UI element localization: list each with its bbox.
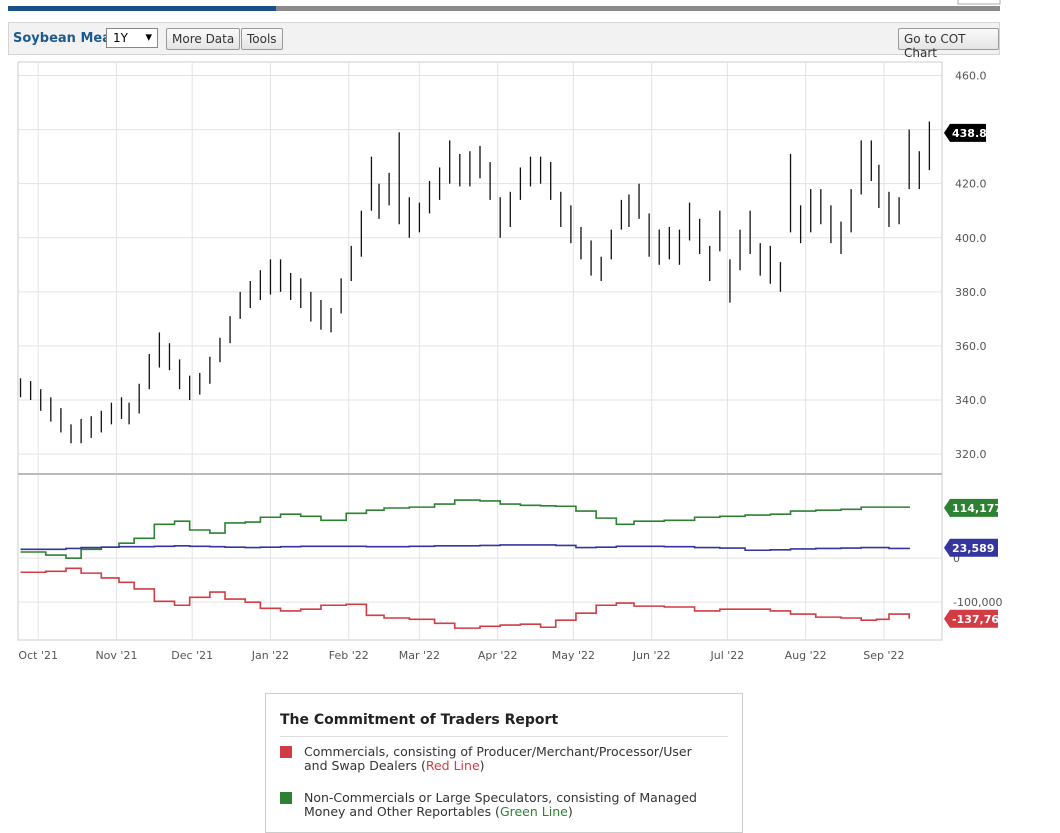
y-tick-label: 360.0 bbox=[955, 340, 987, 353]
x-tick-label: Dec '21 bbox=[171, 649, 213, 662]
legend-text: Commercials, consisting of Producer/Merc… bbox=[304, 744, 692, 773]
legend-items: Commercials, consisting of Producer/Merc… bbox=[280, 745, 728, 819]
y-tick-label: 400.0 bbox=[955, 232, 987, 245]
x-tick-label: Jun '22 bbox=[632, 649, 671, 662]
legend-swatch bbox=[280, 746, 292, 758]
legend-line: Green Line bbox=[499, 804, 568, 819]
legend-item: Commercials, consisting of Producer/Merc… bbox=[280, 745, 714, 773]
x-tick-label: Oct '21 bbox=[18, 649, 58, 662]
more-data-button[interactable]: More Data bbox=[166, 28, 241, 50]
x-tick-label: Mar '22 bbox=[399, 649, 440, 662]
value-tag-label: -137,766 bbox=[952, 613, 1007, 626]
value-tag bbox=[944, 498, 998, 517]
x-tick-label: Apr '22 bbox=[478, 649, 518, 662]
x-tick-label: Aug '22 bbox=[785, 649, 827, 662]
y-tick-label: -100,000 bbox=[953, 596, 1002, 609]
legend-title: The Commitment of Traders Report bbox=[280, 712, 728, 737]
corner-box bbox=[957, 0, 1001, 5]
cot-line bbox=[20, 544, 910, 552]
value-tag bbox=[944, 609, 998, 628]
value-tag bbox=[944, 538, 998, 557]
value-tag bbox=[944, 123, 986, 142]
value-tag-label: 23,589 bbox=[952, 542, 994, 555]
x-tick-label: May '22 bbox=[552, 649, 595, 662]
legend-tail: ) bbox=[479, 758, 485, 773]
symbol: Soybean Meal bbox=[13, 31, 116, 46]
x-tick-label: Feb '22 bbox=[329, 649, 369, 662]
value-tag-label: 114,177 bbox=[952, 502, 1002, 515]
y-tick-label: 0 bbox=[953, 552, 960, 565]
toolbar: Soybean Meal 1Y More Data Tools Go to CO… bbox=[8, 22, 1000, 60]
progress-fill bbox=[8, 6, 276, 11]
progress bbox=[8, 0, 1001, 11]
legend-line: Red Line bbox=[425, 758, 480, 773]
legend-item: Non-Commercials or Large Speculators, co… bbox=[280, 791, 714, 819]
x-tick-label: Nov '21 bbox=[95, 649, 137, 662]
tools-button[interactable]: Tools bbox=[241, 28, 283, 50]
cot-button[interactable]: Go to COT Chart bbox=[898, 28, 999, 60]
chart: Oct '21 Nov '21 Dec '21 Jan '22 Feb '22 Mar '… bbox=[17, 61, 1007, 662]
cot-line bbox=[20, 567, 910, 629]
y-tick-label: 420.0 bbox=[955, 178, 987, 191]
x-tick-label: Sep '22 bbox=[863, 649, 904, 662]
y-tick-label: 380.0 bbox=[955, 286, 987, 299]
progress-track bbox=[8, 6, 1000, 11]
cot-line bbox=[20, 499, 910, 559]
x-tick-label: Jan '22 bbox=[251, 649, 289, 662]
legend-swatch bbox=[280, 792, 292, 804]
y-tick-label: 340.0 bbox=[955, 394, 987, 407]
value-tag-label: 438.8 bbox=[952, 127, 987, 140]
legend: The Commitment of Traders Report Commerc… bbox=[265, 693, 743, 833]
legend-tail: ) bbox=[567, 804, 573, 819]
y-tick-label: 460.0 bbox=[955, 70, 987, 83]
range-select[interactable]: 1Y bbox=[106, 28, 158, 48]
legend-text: Non-Commercials or Large Speculators, co… bbox=[304, 790, 697, 819]
x-tick-label: Jul '22 bbox=[710, 649, 745, 662]
y-tick-label: 320.0 bbox=[955, 448, 987, 461]
